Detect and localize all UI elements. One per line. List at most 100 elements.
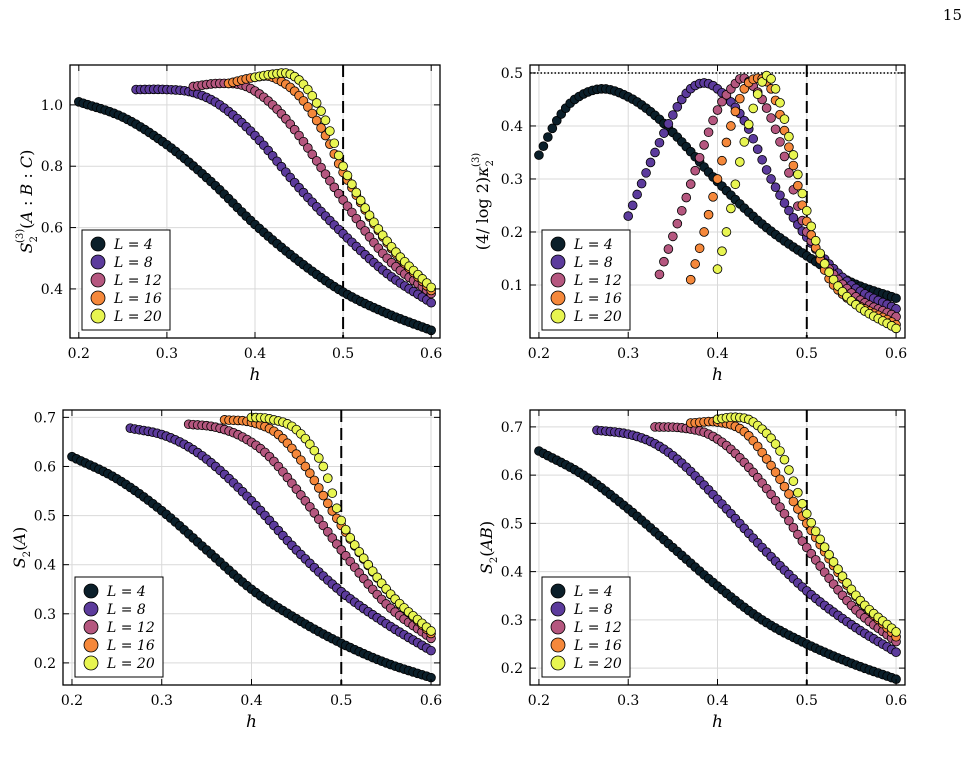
x-tick-label: 0.3 (156, 346, 178, 362)
x-tick-label: 0.2 (528, 693, 550, 709)
y-tick-label: 0.4 (41, 282, 63, 298)
data-point (534, 150, 544, 160)
data-point (340, 524, 351, 535)
legend-marker (90, 308, 106, 324)
y-tick-label: 0.8 (41, 159, 63, 175)
data-point (770, 439, 781, 449)
y-tick-label: 0.6 (34, 459, 56, 475)
series-L4 (534, 446, 901, 685)
legend-marker (90, 290, 106, 306)
data-point (305, 468, 315, 479)
legend-label: L = 12 (573, 273, 622, 289)
data-point (358, 553, 369, 564)
data-point (426, 626, 436, 636)
y-tick-label: 0.6 (501, 468, 523, 484)
data-point (712, 105, 723, 115)
data-point (833, 564, 843, 574)
legend-label: L = 4 (573, 584, 613, 600)
data-point (815, 248, 825, 259)
data-point (300, 461, 311, 472)
data-point (627, 200, 638, 211)
data-point (784, 131, 794, 142)
x-tick-label: 0.6 (885, 346, 907, 362)
data-point (797, 188, 808, 199)
data-point (766, 174, 776, 184)
data-point (349, 540, 360, 550)
data-point (314, 483, 324, 493)
data-point (708, 115, 718, 126)
data-point (810, 526, 821, 537)
chart-panel-4: 0.2 0.3 0.4 0.5 0.6 0.2 0.3 0.4 0.5 0.6 0.7 h S2(AB)… (477, 409, 907, 732)
x-axis-label: h (712, 712, 723, 732)
y-tick-label: 0.5 (501, 66, 523, 82)
data-point (801, 508, 812, 519)
data-point (342, 170, 353, 181)
y-tick-label: 0.5 (34, 509, 56, 525)
data-point (712, 174, 723, 184)
data-point (333, 150, 344, 161)
data-point (779, 508, 790, 519)
data-point (784, 465, 794, 475)
y-tick-label: 0.1 (501, 278, 523, 294)
data-point (708, 192, 718, 202)
data-point (663, 119, 674, 129)
data-point (318, 461, 329, 472)
data-point (303, 102, 313, 112)
data-point (363, 559, 373, 570)
data-point (663, 244, 674, 254)
data-point (721, 137, 732, 148)
x-tick-label: 0.5 (330, 693, 352, 709)
legend-marker (550, 637, 566, 653)
x-tick-label: 0.6 (885, 693, 907, 709)
data-point (329, 138, 340, 149)
data-point (819, 542, 830, 552)
data-point (784, 168, 794, 178)
data-point (327, 488, 338, 498)
legend-marker (550, 601, 566, 617)
legend-marker (90, 272, 106, 288)
legend-marker (550, 308, 566, 324)
data-point (891, 293, 901, 304)
data-point (761, 103, 772, 113)
data-point (730, 106, 741, 117)
data-point (726, 203, 736, 214)
data-point (788, 212, 799, 223)
data-point (345, 532, 356, 543)
data-point (770, 182, 781, 193)
data-point (779, 198, 790, 208)
data-point (694, 243, 705, 254)
data-point (770, 495, 781, 506)
data-point (766, 113, 776, 123)
data-point (717, 155, 727, 166)
y-axis-label: S2(AB) (477, 521, 500, 574)
data-point (828, 557, 839, 567)
data-point (717, 96, 727, 107)
data-point (748, 103, 759, 114)
data-point (784, 205, 794, 216)
x-tick-label: 0.4 (240, 693, 262, 709)
x-tick-label: 0.3 (617, 346, 639, 362)
data-point (766, 460, 776, 471)
series-L4 (67, 451, 436, 683)
legend-label: L = 8 (113, 255, 153, 271)
y-tick-label: 0.4 (501, 565, 523, 581)
data-point (779, 481, 790, 492)
data-point (717, 246, 727, 256)
data-point (623, 211, 634, 221)
y-tick-label: 1.0 (41, 98, 63, 114)
x-tick-label: 0.4 (706, 693, 728, 709)
series-L20 (250, 68, 436, 293)
legend-marker (83, 637, 99, 653)
data-point (309, 475, 320, 486)
y-tick-label: 0.7 (34, 410, 56, 426)
data-point (636, 178, 647, 189)
y-tick-label: 0.2 (34, 656, 56, 672)
data-point (309, 445, 320, 456)
data-point (730, 179, 741, 190)
legend-label: L = 16 (573, 291, 622, 307)
data-point (891, 323, 901, 334)
data-point (779, 151, 790, 162)
data-point (659, 128, 669, 138)
x-tick-label: 0.2 (528, 346, 550, 362)
data-point (815, 534, 825, 545)
